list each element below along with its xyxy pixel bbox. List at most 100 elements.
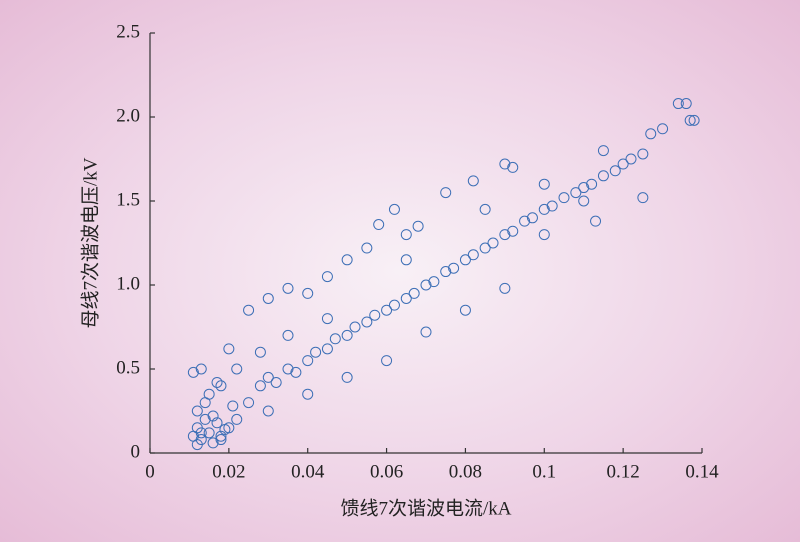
point <box>282 363 294 375</box>
point <box>341 254 353 266</box>
point <box>519 215 531 227</box>
x-tick-label: 0.04 <box>291 461 325 482</box>
point <box>538 203 550 215</box>
x-tick-label: 0.02 <box>212 461 245 482</box>
point <box>302 388 314 400</box>
point <box>467 249 479 261</box>
point <box>617 158 629 170</box>
point <box>302 287 314 299</box>
point <box>191 439 203 451</box>
point <box>203 427 215 439</box>
point <box>211 376 223 388</box>
point <box>195 427 207 439</box>
point <box>321 271 333 283</box>
point <box>420 326 432 338</box>
point <box>290 366 302 378</box>
point <box>243 304 255 316</box>
point <box>459 304 471 316</box>
point <box>227 400 239 412</box>
point <box>467 175 479 187</box>
point <box>440 266 452 278</box>
point <box>637 148 649 160</box>
point <box>361 242 373 254</box>
point <box>243 397 255 409</box>
point <box>341 329 353 341</box>
y-axis-label: 母线7次谐波电压/kV <box>79 157 101 328</box>
point <box>187 366 199 378</box>
point <box>262 371 274 383</box>
point <box>231 413 243 425</box>
y-tick-label: 2.0 <box>116 105 140 126</box>
point <box>538 178 550 190</box>
point <box>586 178 598 190</box>
point <box>420 279 432 291</box>
point <box>479 242 491 254</box>
y-tick-label: 2.5 <box>116 21 140 42</box>
y-tick-label: 1.5 <box>116 189 140 210</box>
point <box>207 437 219 449</box>
point <box>570 187 582 199</box>
point <box>526 212 538 224</box>
point <box>254 380 266 392</box>
point <box>479 203 491 215</box>
point <box>538 229 550 241</box>
point <box>400 292 412 304</box>
point <box>369 309 381 321</box>
point <box>400 254 412 266</box>
point <box>215 430 227 442</box>
point <box>657 123 669 135</box>
x-tick-label: 0.14 <box>685 461 719 482</box>
point <box>254 346 266 358</box>
point <box>487 237 499 249</box>
point <box>223 422 235 434</box>
point <box>440 187 452 199</box>
point <box>609 165 621 177</box>
point <box>578 182 590 194</box>
point <box>211 417 223 429</box>
point <box>448 262 460 274</box>
point <box>459 254 471 266</box>
point <box>688 114 700 126</box>
point <box>507 225 519 237</box>
point <box>546 200 558 212</box>
x-tick-label: 0.12 <box>607 461 640 482</box>
point <box>349 321 361 333</box>
point <box>637 192 649 204</box>
point <box>412 220 424 232</box>
point <box>684 114 696 126</box>
point <box>400 229 412 241</box>
point <box>645 128 657 140</box>
point <box>625 153 637 165</box>
point <box>329 333 341 345</box>
x-tick-label: 0.06 <box>370 461 403 482</box>
point <box>388 299 400 311</box>
point <box>381 304 393 316</box>
point <box>262 292 274 304</box>
point <box>191 405 203 417</box>
point <box>597 145 609 157</box>
point <box>361 316 373 328</box>
point <box>215 380 227 392</box>
point <box>302 355 314 367</box>
point <box>578 195 590 207</box>
point <box>195 363 207 375</box>
point <box>597 170 609 182</box>
point <box>231 363 243 375</box>
y-tick-label: 0 <box>131 441 141 462</box>
point <box>499 229 511 241</box>
point <box>590 215 602 227</box>
point <box>223 343 235 355</box>
point <box>558 192 570 204</box>
point <box>373 219 385 231</box>
point <box>408 287 420 299</box>
x-tick-label: 0 <box>145 461 155 482</box>
y-tick-label: 0.5 <box>116 357 140 378</box>
point <box>381 355 393 367</box>
point <box>207 410 219 422</box>
point <box>270 376 282 388</box>
point <box>282 282 294 294</box>
point <box>282 329 294 341</box>
point <box>310 346 322 358</box>
point <box>499 282 511 294</box>
